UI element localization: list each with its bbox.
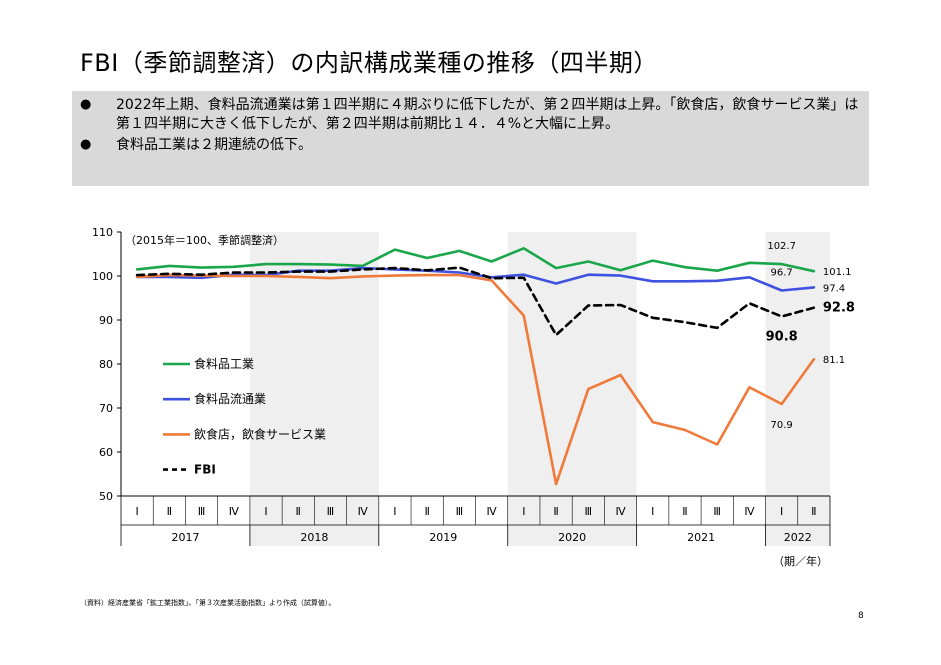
quarter-tick-label: Ⅱ (424, 505, 429, 518)
quarter-tick-label: Ⅱ (167, 505, 172, 518)
quarter-tick-label: Ⅳ (744, 505, 755, 518)
data-label: 96.7 (771, 268, 793, 279)
quarter-tick-label: Ⅰ (780, 505, 783, 518)
quarter-tick-label: Ⅰ (651, 505, 654, 518)
year-band-shade (507, 232, 637, 546)
year-tick-label: 2021 (687, 531, 715, 544)
year-tick-label: 2018 (300, 531, 328, 544)
summary-box: ● 2022年上期、食料品流通業は第１四半期に４期ぶりに低下したが、第２四半期は… (72, 91, 869, 186)
year-tick-label: 2017 (171, 531, 199, 544)
quarter-tick-label: Ⅳ (487, 505, 498, 518)
data-label: 97.4 (823, 283, 845, 294)
chart-note: （2015年＝100、季節調整済） (125, 233, 284, 247)
y-tick-label: 80 (99, 358, 113, 371)
legend-label: 食料品流通業 (194, 391, 266, 406)
source-note: （資料）経済産業省「鉱工業指数」、「第３次産業活動指数」より作成（試算値）。 (80, 599, 336, 607)
data-label: 92.8 (823, 301, 855, 316)
bullet-mark-icon: ● (80, 97, 92, 112)
data-label: 101.1 (823, 267, 852, 278)
y-tick-label: 110 (92, 226, 113, 239)
page-title: FBI（季節調整済）の内訳構成業種の推移（四半期） (80, 49, 658, 77)
quarter-tick-label: Ⅱ (682, 505, 687, 518)
data-label: 90.8 (766, 329, 798, 344)
quarter-tick-label: Ⅱ (553, 505, 558, 518)
quarter-tick-label: Ⅱ (811, 505, 816, 518)
quarter-tick-label: Ⅰ (522, 505, 525, 518)
year-band-shade (249, 232, 379, 546)
quarter-tick-label: Ⅲ (456, 505, 464, 518)
summary-bullet: ● 2022年上期、食料品流通業は第１四半期に４期ぶりに低下したが、第２四半期は… (80, 96, 861, 133)
series-line (135, 273, 816, 486)
data-label: 70.9 (771, 420, 793, 431)
bullet-mark-icon: ● (80, 137, 92, 152)
legend-label: FBI (194, 463, 216, 477)
y-tick-label: 60 (99, 446, 113, 459)
quarter-tick-label: Ⅳ (615, 505, 626, 518)
y-tick-label: 70 (99, 402, 113, 415)
series-line (135, 247, 816, 273)
quarter-tick-label: Ⅱ (296, 505, 301, 518)
quarter-tick-label: Ⅲ (713, 505, 721, 518)
y-tick-label: 90 (99, 314, 113, 327)
summary-bullet-text: 食料品工業は２期連続の低下。 (116, 137, 312, 153)
legend-label: 食料品工業 (194, 356, 254, 371)
quarter-tick-label: Ⅳ (358, 505, 369, 518)
legend-label: 飲食店，飲食サービス業 (194, 426, 326, 441)
year-tick-label: 2022 (784, 531, 812, 544)
y-tick-label: 100 (92, 270, 113, 283)
quarter-tick-label: Ⅲ (327, 505, 335, 518)
quarter-tick-label: Ⅰ (135, 505, 138, 518)
x-axis-unit-label: （期／年） (773, 554, 828, 568)
data-label: 102.7 (767, 241, 796, 252)
quarter-tick-label: Ⅲ (584, 505, 592, 518)
page-number: 8 (858, 611, 864, 621)
year-band-shade (765, 232, 830, 546)
quarter-tick-label: Ⅲ (198, 505, 206, 518)
summary-bullet-text: 2022年上期、食料品流通業は第１四半期に４期ぶりに低下したが、第２四半期は上昇… (116, 97, 859, 132)
data-label: 81.1 (823, 355, 845, 366)
summary-bullet: ● 食料品工業は２期連続の低下。 (80, 136, 861, 155)
series-line (135, 266, 816, 337)
quarter-tick-label: Ⅳ (229, 505, 240, 518)
quarter-tick-label: Ⅰ (393, 505, 396, 518)
year-tick-label: 2019 (429, 531, 457, 544)
year-tick-label: 2020 (558, 531, 586, 544)
quarter-tick-label: Ⅰ (264, 505, 267, 518)
y-tick-label: 50 (99, 490, 113, 503)
